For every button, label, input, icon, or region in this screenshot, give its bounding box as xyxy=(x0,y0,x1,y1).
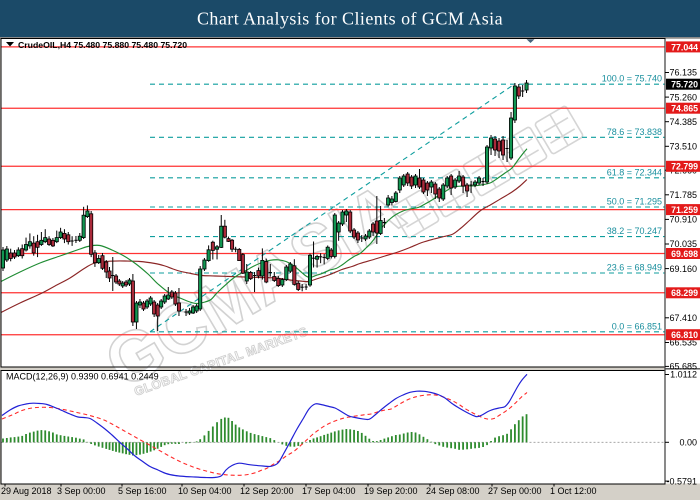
svg-text:68.299: 68.299 xyxy=(671,288,698,298)
svg-text:CrudeOIL,H4 75.480 75.880 75.: CrudeOIL,H4 75.480 75.880 75.480 75.720 xyxy=(18,40,187,50)
svg-text:67.410: 67.410 xyxy=(669,313,697,323)
svg-text:74.865: 74.865 xyxy=(671,104,698,114)
svg-text:10 Sep 04:00: 10 Sep 04:00 xyxy=(178,486,232,496)
svg-text:100.0 = 75.740: 100.0 = 75.740 xyxy=(602,74,662,84)
svg-text:74.385: 74.385 xyxy=(669,117,697,127)
svg-text:12 Sep 20:00: 12 Sep 20:00 xyxy=(240,486,294,496)
svg-text:71.785: 71.785 xyxy=(669,190,697,200)
svg-text:38.2 = 70.247: 38.2 = 70.247 xyxy=(607,226,662,236)
svg-text:61.8 = 72.344: 61.8 = 72.344 xyxy=(607,167,662,177)
svg-text:65.685: 65.685 xyxy=(669,362,697,372)
svg-text:75.720: 75.720 xyxy=(671,80,698,90)
svg-text:76.135: 76.135 xyxy=(669,68,697,78)
svg-text:MACD(12,26,9) 0.9390 0.6941 0.: MACD(12,26,9) 0.9390 0.6941 0.2449 xyxy=(6,372,159,382)
svg-text:50.0 = 71.295: 50.0 = 71.295 xyxy=(607,197,662,207)
svg-text:72.799: 72.799 xyxy=(671,162,698,172)
svg-text:29 Aug 2018: 29 Aug 2018 xyxy=(1,486,52,496)
svg-text:73.510: 73.510 xyxy=(669,142,697,152)
svg-text:27 Sep 00:00: 27 Sep 00:00 xyxy=(488,486,542,496)
svg-text:70.035: 70.035 xyxy=(669,239,697,249)
svg-text:77.044: 77.044 xyxy=(671,42,698,52)
svg-text:69.160: 69.160 xyxy=(669,264,697,274)
svg-text:17 Sep 04:00: 17 Sep 04:00 xyxy=(302,486,356,496)
svg-text:19 Sep 20:00: 19 Sep 20:00 xyxy=(364,486,418,496)
svg-text:70.910: 70.910 xyxy=(669,215,697,225)
svg-text:1.0112: 1.0112 xyxy=(670,370,697,380)
svg-text:0.00: 0.00 xyxy=(679,438,697,448)
svg-text:66.535: 66.535 xyxy=(669,338,697,348)
svg-text:71.259: 71.259 xyxy=(671,205,698,215)
svg-text:1 Oct 12:00: 1 Oct 12:00 xyxy=(550,486,597,496)
svg-text:Chart Analysis for Clients of: Chart Analysis for Clients of GCM Asia xyxy=(197,9,503,29)
svg-text:78.6 = 73.838: 78.6 = 73.838 xyxy=(607,127,662,137)
svg-text:75.260: 75.260 xyxy=(669,92,697,102)
svg-text:23.6 = 68.949: 23.6 = 68.949 xyxy=(607,263,662,273)
svg-text:-0.5791: -0.5791 xyxy=(666,476,697,486)
svg-text:24 Sep 08:00: 24 Sep 08:00 xyxy=(426,486,480,496)
svg-text:5 Sep 16:00: 5 Sep 16:00 xyxy=(118,486,167,496)
svg-text:69.698: 69.698 xyxy=(671,249,698,259)
svg-text:66.810: 66.810 xyxy=(671,330,698,340)
svg-text:0.0 = 66.851: 0.0 = 66.851 xyxy=(612,321,662,331)
svg-text:3 Sep 00:00: 3 Sep 00:00 xyxy=(57,486,106,496)
